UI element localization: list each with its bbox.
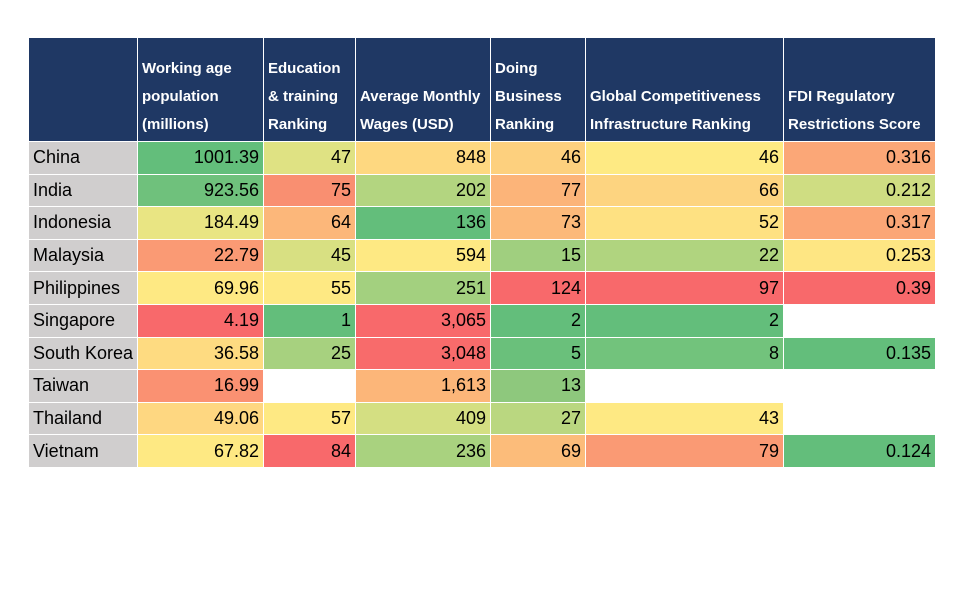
table-row: Thailand 49.06 57 409 27 43 — [28, 401, 936, 436]
value-cell: 848 — [355, 141, 491, 175]
table-row: Vietnam 67.82 84 236 69 79 0.124 — [28, 434, 936, 468]
value-cell: 202 — [355, 173, 491, 208]
value-cell: 64 — [263, 206, 356, 240]
value-cell: 409 — [355, 401, 491, 436]
value-cell: 49.06 — [137, 401, 264, 436]
value-cell: 36.58 — [137, 336, 264, 371]
value-cell — [783, 401, 936, 436]
header-cell: Doing Business Ranking — [490, 37, 586, 142]
header-row: Working age population (millions) Educati… — [28, 37, 936, 142]
value-cell: 16.99 — [137, 369, 264, 403]
value-cell — [585, 369, 784, 403]
value-cell: 13 — [490, 369, 586, 403]
value-cell: 47 — [263, 141, 356, 175]
value-cell: 79 — [585, 434, 784, 468]
row-label: China — [28, 141, 138, 175]
value-cell — [783, 369, 936, 403]
table-body: China 1001.39 47 848 46 46 0.316 India 923.56 75 2… — [28, 141, 936, 468]
table-row: Indonesia 184.49 64 136 73 52 0.317 — [28, 206, 936, 240]
value-cell: 43 — [585, 401, 784, 436]
value-cell: 3,065 — [355, 303, 491, 338]
value-cell: 236 — [355, 434, 491, 468]
value-cell: 1001.39 — [137, 141, 264, 175]
value-cell: 4.19 — [137, 303, 264, 338]
value-cell: 15 — [490, 238, 586, 273]
value-cell: 45 — [263, 238, 356, 273]
value-cell: 0.317 — [783, 206, 936, 240]
value-cell: 184.49 — [137, 206, 264, 240]
value-cell: 46 — [585, 141, 784, 175]
value-cell: 67.82 — [137, 434, 264, 468]
value-cell: 2 — [585, 303, 784, 338]
value-cell: 0.316 — [783, 141, 936, 175]
value-cell: 1 — [263, 303, 356, 338]
row-label: Singapore — [28, 303, 138, 338]
table-row: Philippines 69.96 55 251 124 97 0.39 — [28, 271, 936, 305]
header-cell: Education & training Ranking — [263, 37, 356, 142]
row-label: Vietnam — [28, 434, 138, 468]
value-cell: 2 — [490, 303, 586, 338]
header-cell: Global Competitiveness Infrastructure Ra… — [585, 37, 784, 142]
value-cell: 84 — [263, 434, 356, 468]
value-cell: 22 — [585, 238, 784, 273]
header-cell: Working age population (millions) — [137, 37, 264, 142]
value-cell: 923.56 — [137, 173, 264, 208]
value-cell: 69.96 — [137, 271, 264, 305]
value-cell: 594 — [355, 238, 491, 273]
header-cell — [28, 37, 138, 142]
row-label: Malaysia — [28, 238, 138, 273]
row-label: Indonesia — [28, 206, 138, 240]
value-cell: 57 — [263, 401, 356, 436]
header-cell: Average Monthly Wages (USD) — [355, 37, 491, 142]
value-cell: 0.124 — [783, 434, 936, 468]
value-cell: 75 — [263, 173, 356, 208]
value-cell: 27 — [490, 401, 586, 436]
value-cell — [263, 369, 356, 403]
table-row: Singapore 4.19 1 3,065 2 2 — [28, 303, 936, 338]
value-cell: 73 — [490, 206, 586, 240]
value-cell: 124 — [490, 271, 586, 305]
table-row: China 1001.39 47 848 46 46 0.316 — [28, 141, 936, 175]
table-row: Malaysia 22.79 45 594 15 22 0.253 — [28, 238, 936, 273]
row-label: Thailand — [28, 401, 138, 436]
row-label: Philippines — [28, 271, 138, 305]
value-cell: 0.253 — [783, 238, 936, 273]
value-cell: 5 — [490, 336, 586, 371]
value-cell — [783, 303, 936, 338]
value-cell: 77 — [490, 173, 586, 208]
value-cell: 3,048 — [355, 336, 491, 371]
value-cell: 0.39 — [783, 271, 936, 305]
value-cell: 25 — [263, 336, 356, 371]
value-cell: 136 — [355, 206, 491, 240]
value-cell: 251 — [355, 271, 491, 305]
value-cell: 0.135 — [783, 336, 936, 371]
table-row: India 923.56 75 202 77 66 0.212 — [28, 173, 936, 208]
value-cell: 0.212 — [783, 173, 936, 208]
row-label: Taiwan — [28, 369, 138, 403]
value-cell: 22.79 — [137, 238, 264, 273]
row-label: India — [28, 173, 138, 208]
value-cell: 97 — [585, 271, 784, 305]
value-cell: 1,613 — [355, 369, 491, 403]
table-row: Taiwan 16.99 1,613 13 — [28, 369, 936, 403]
value-cell: 55 — [263, 271, 356, 305]
value-cell: 69 — [490, 434, 586, 468]
table-row: South Korea 36.58 25 3,048 5 8 0.135 — [28, 336, 936, 371]
value-cell: 46 — [490, 141, 586, 175]
value-cell: 52 — [585, 206, 784, 240]
value-cell: 8 — [585, 336, 784, 371]
value-cell: 66 — [585, 173, 784, 208]
header-cell: FDI Regulatory Restrictions Score — [783, 37, 936, 142]
data-table: Working age population (millions) Educati… — [28, 37, 936, 468]
row-label: South Korea — [28, 336, 138, 371]
